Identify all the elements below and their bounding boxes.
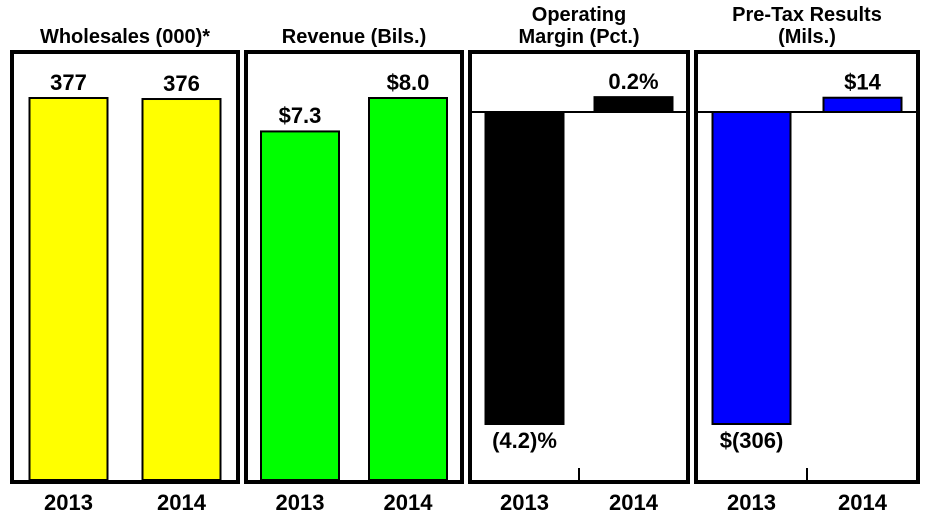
x-tick-label: 2013 [500,490,549,515]
bar [484,111,565,425]
panel-title: Wholesales (000)* [39,26,211,48]
panel-frame [244,50,464,484]
bar [368,97,448,481]
bar [141,98,222,481]
value-label: 377 [50,70,87,95]
value-label: $8.0 [387,70,430,95]
panel-frame [10,50,240,484]
bar [711,111,792,425]
x-tick-label: 2014 [384,490,434,515]
value-label: $7.3 [279,103,322,128]
x-tick-label: 2014 [838,490,888,515]
bar [593,96,674,114]
x-tick-label: 2013 [276,490,325,515]
value-label: 0.2% [608,69,658,94]
value-label: (4.2)% [492,428,557,453]
panel-title: Revenue (Bils.) [281,26,427,48]
value-label: 376 [163,71,200,96]
bar [260,130,340,482]
bar [28,97,109,481]
x-tick-label: 2013 [727,490,776,515]
x-tick-label: 2014 [609,490,659,515]
value-label: $(306) [720,428,784,453]
value-label: $14 [844,70,881,95]
bar [822,96,903,113]
x-tick-label: 2014 [157,490,207,515]
panel-title: Pre-Tax Results (Mils.) [732,4,882,48]
x-tick-label: 2013 [44,490,93,515]
panel-title: Operating Margin (Pct.) [518,4,640,48]
